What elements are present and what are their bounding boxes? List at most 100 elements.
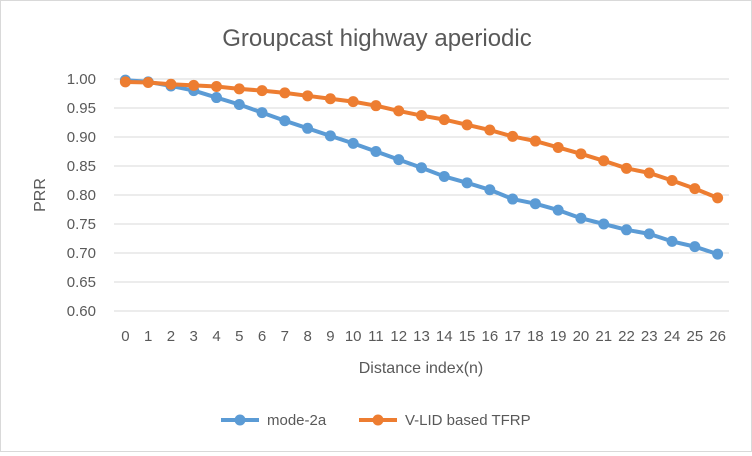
x-tick-label: 22 bbox=[618, 328, 635, 345]
data-point bbox=[621, 224, 632, 236]
y-axis-label: PRR bbox=[32, 178, 49, 212]
x-tick-label: 23 bbox=[641, 328, 658, 345]
data-point bbox=[370, 100, 382, 112]
data-point bbox=[211, 92, 222, 104]
x-tick-label: 24 bbox=[664, 328, 681, 345]
x-tick-label: 0 bbox=[121, 328, 129, 345]
y-tick-label: 0.75 bbox=[67, 216, 96, 233]
data-point bbox=[302, 122, 314, 134]
data-point bbox=[484, 124, 496, 136]
legend-label-mode-2a: mode-2a bbox=[267, 412, 327, 429]
data-point bbox=[279, 115, 291, 127]
x-tick-label: 20 bbox=[573, 328, 590, 345]
y-tick-label: 0.65 bbox=[67, 274, 96, 291]
x-tick-label: 6 bbox=[258, 328, 266, 345]
data-point bbox=[461, 177, 473, 189]
x-tick-label: 19 bbox=[550, 328, 567, 345]
x-tick-label: 4 bbox=[212, 328, 220, 345]
legend-item-v-lid: V-LID based TFRP bbox=[359, 412, 531, 429]
y-tick-label: 0.60 bbox=[67, 303, 96, 320]
data-point bbox=[438, 114, 450, 126]
data-point bbox=[598, 155, 610, 167]
data-point bbox=[438, 170, 450, 182]
x-tick-label: 10 bbox=[345, 328, 362, 345]
x-tick-label: 13 bbox=[413, 328, 430, 345]
data-point bbox=[666, 175, 678, 186]
x-tick-label: 16 bbox=[481, 328, 498, 345]
data-point bbox=[256, 85, 268, 97]
y-tick-label: 1.00 bbox=[67, 71, 96, 88]
data-point bbox=[712, 192, 724, 204]
data-point bbox=[142, 76, 154, 88]
data-point bbox=[416, 110, 427, 122]
data-point bbox=[233, 99, 245, 111]
data-point bbox=[347, 137, 359, 149]
x-tick-label: 11 bbox=[368, 328, 384, 345]
data-point bbox=[689, 241, 701, 253]
data-point bbox=[233, 83, 245, 95]
data-point bbox=[302, 90, 314, 102]
data-point bbox=[643, 228, 655, 240]
data-point bbox=[507, 193, 519, 205]
series-layer bbox=[119, 74, 724, 260]
x-tick-label: 12 bbox=[390, 328, 407, 345]
data-point bbox=[643, 167, 655, 179]
x-axis-ticks: 0 1 2 3 4 5 6 7 8 9 10 11 12 13 14 15 16 17 18 19 20 21 22 23 24… bbox=[121, 328, 726, 345]
chart-title: Groupcast highway aperiodic bbox=[222, 25, 532, 52]
data-point bbox=[575, 212, 587, 224]
data-point bbox=[507, 130, 519, 142]
x-tick-label: 1 bbox=[144, 328, 152, 345]
data-point bbox=[165, 78, 177, 90]
x-tick-label: 8 bbox=[303, 328, 311, 345]
y-tick-label: 0.85 bbox=[67, 158, 96, 175]
data-point bbox=[347, 96, 359, 108]
series-mode-2a bbox=[119, 74, 724, 260]
data-point bbox=[552, 204, 564, 216]
x-tick-label: 3 bbox=[190, 328, 198, 345]
data-point bbox=[529, 135, 541, 147]
data-point bbox=[256, 107, 268, 119]
data-point bbox=[119, 76, 131, 88]
legend-marker-mode-2a bbox=[234, 414, 246, 426]
data-point bbox=[461, 119, 473, 131]
legend-marker-v-lid bbox=[372, 414, 384, 426]
data-point bbox=[393, 105, 405, 117]
legend-label-v-lid: V-LID based TFRP bbox=[405, 412, 531, 429]
y-tick-label: 0.95 bbox=[67, 100, 96, 117]
data-point bbox=[712, 248, 724, 260]
legend-item-mode-2a: mode-2a bbox=[221, 412, 327, 429]
x-tick-label: 26 bbox=[709, 328, 726, 345]
data-point bbox=[575, 148, 587, 160]
y-tick-label: 0.80 bbox=[67, 187, 96, 204]
x-tick-label: 2 bbox=[167, 328, 175, 345]
data-point bbox=[370, 146, 382, 157]
x-tick-label: 7 bbox=[281, 328, 289, 345]
data-point bbox=[666, 235, 678, 247]
x-tick-label: 5 bbox=[235, 328, 243, 345]
x-tick-label: 9 bbox=[326, 328, 334, 345]
x-tick-label: 14 bbox=[436, 328, 453, 345]
y-axis-ticks: 0.60 0.65 0.70 0.75 0.80 0.85 0.90 0.95 1.00 bbox=[67, 71, 96, 320]
x-tick-label: 21 bbox=[595, 328, 612, 345]
data-point bbox=[484, 184, 496, 196]
data-point bbox=[552, 141, 564, 153]
x-tick-label: 18 bbox=[527, 328, 544, 345]
data-point bbox=[621, 162, 632, 174]
series-v-lid-based-tfrp bbox=[119, 76, 724, 204]
x-tick-label: 17 bbox=[504, 328, 521, 345]
data-point bbox=[598, 218, 610, 230]
data-point bbox=[529, 198, 541, 210]
data-point bbox=[324, 93, 336, 105]
x-axis-label: Distance index(n) bbox=[359, 360, 484, 377]
data-point bbox=[211, 81, 222, 93]
data-point bbox=[689, 183, 701, 195]
data-point bbox=[188, 79, 200, 91]
data-point bbox=[324, 130, 336, 142]
y-tick-label: 0.70 bbox=[67, 245, 96, 262]
legend: mode-2a V-LID based TFRP bbox=[221, 412, 531, 429]
y-tick-label: 0.90 bbox=[67, 129, 96, 146]
data-point bbox=[393, 154, 405, 166]
x-tick-label: 25 bbox=[686, 328, 703, 345]
